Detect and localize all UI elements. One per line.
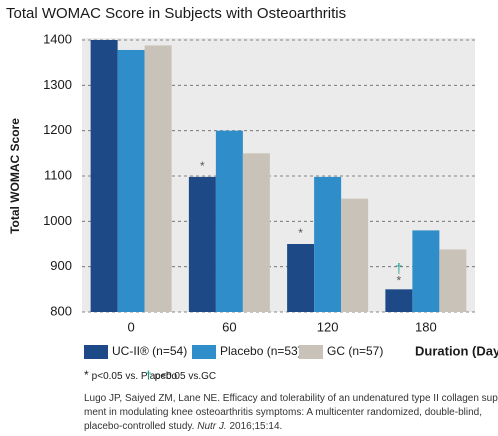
bar — [144, 45, 172, 312]
bar — [439, 249, 467, 312]
footnote-text: p<0.05 vs.GC — [155, 371, 216, 382]
footnote-text: p<0.05 vs. Placebo — [92, 371, 178, 382]
citation-line: ment in modulating knee osteoarthritis s… — [84, 407, 482, 418]
citation-text: ment in modulating knee osteoarthritis s… — [84, 407, 482, 418]
bar — [385, 289, 413, 312]
bar — [90, 40, 118, 312]
significance-marker: * — [200, 159, 205, 173]
x-axis-label: Duration (Days) — [415, 343, 498, 358]
y-tick-label: 1400 — [43, 31, 72, 46]
significance-marker: † — [395, 260, 403, 276]
x-tick-label: 0 — [128, 319, 135, 334]
y-tick-label: 900 — [50, 258, 72, 273]
y-tick-label: 1200 — [43, 122, 72, 137]
citation-text: Lugo JP, Saiyed ZM, Lane NE. Efficacy an… — [84, 393, 498, 404]
legend-label: Placebo (n=53) — [220, 344, 302, 358]
y-axis-label: Total WOMAC Score — [8, 118, 22, 234]
citation-text: 2016;15:14. — [227, 421, 283, 432]
x-tick-label: 120 — [317, 319, 339, 334]
x-tick-label: 180 — [415, 319, 437, 334]
y-tick-label: 800 — [50, 303, 72, 318]
bar — [117, 49, 145, 313]
footnote-symbol: * — [84, 368, 89, 382]
x-tick-label: 60 — [222, 319, 236, 334]
citation-line: placebo-controlled study. Nutr J. 2016;1… — [84, 421, 282, 432]
chart-title: Total WOMAC Score in Subjects with Osteo… — [6, 5, 346, 22]
footnote-symbol: † — [145, 368, 152, 382]
bar — [412, 230, 440, 312]
y-tick-label: 1100 — [44, 167, 72, 182]
legend-swatch — [192, 345, 216, 359]
bar — [242, 153, 270, 312]
citation-line: Lugo JP, Saiyed ZM, Lane NE. Efficacy an… — [84, 393, 498, 404]
legend-swatch — [84, 345, 108, 359]
legend-swatch — [299, 345, 323, 359]
bar — [215, 130, 243, 312]
bar — [287, 244, 315, 312]
significance-marker: * — [298, 226, 303, 240]
significance-marker: * — [397, 274, 402, 288]
legend-label: GC (n=57) — [327, 344, 383, 358]
bar — [341, 198, 369, 312]
bar — [188, 176, 216, 312]
citation-text: Nutr J. — [197, 421, 226, 432]
bar — [314, 176, 342, 312]
citation-text: placebo-controlled study. — [84, 421, 197, 432]
footnote: * p<0.05 vs. Placebo — [84, 368, 177, 382]
legend-label: UC-II® (n=54) — [112, 344, 187, 358]
y-tick-label: 1300 — [43, 77, 72, 92]
y-tick-label: 1000 — [43, 213, 72, 228]
footnote: † p<0.05 vs.GC — [145, 368, 216, 382]
